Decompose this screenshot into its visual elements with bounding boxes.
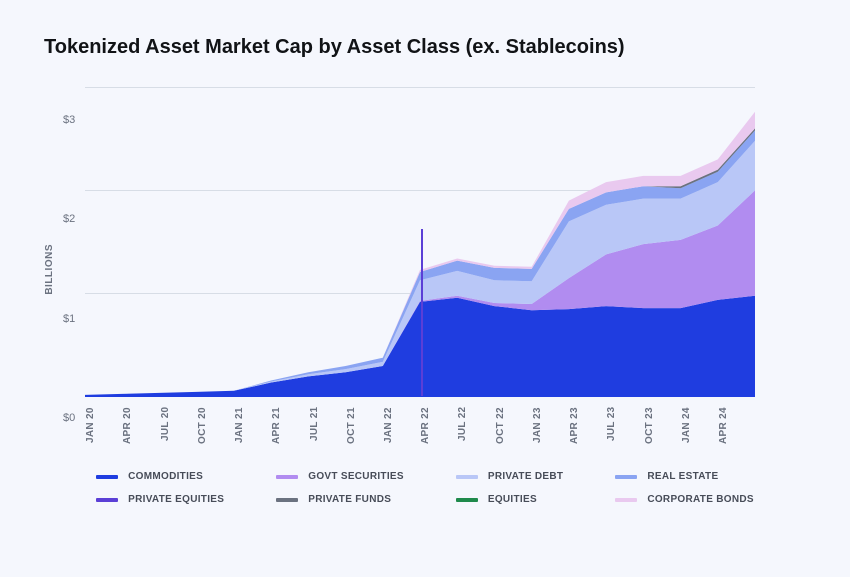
- x-tick: JAN 21: [234, 407, 271, 451]
- chart-area: BILLIONS $3 $2 $1 $0 JAN 20APR 20JUL 20O…: [44, 87, 806, 451]
- legend-label: EQUITIES: [488, 494, 537, 505]
- x-tick: APR 20: [122, 407, 159, 451]
- x-tick: JAN 22: [383, 407, 420, 451]
- legend-swatch: [276, 475, 298, 479]
- x-tick: JAN 24: [681, 407, 718, 451]
- x-tick: APR 21: [271, 407, 308, 451]
- x-tick: APR 23: [569, 407, 606, 451]
- y-axis-title: BILLIONS: [44, 244, 55, 295]
- x-tick: JAN 23: [532, 407, 569, 451]
- y-tick: $0: [63, 412, 75, 424]
- x-tick: JUL 20: [160, 407, 197, 451]
- x-tick: JUL 22: [457, 407, 494, 451]
- legend: COMMODITIES GOVT SECURITIES PRIVATE DEBT RE…: [96, 471, 754, 505]
- x-tick: JAN 20: [85, 407, 122, 451]
- x-tick: OCT 20: [197, 407, 234, 451]
- anomaly-spike: [421, 229, 423, 396]
- legend-label: COMMODITIES: [128, 471, 203, 482]
- chart-title: Tokenized Asset Market Cap by Asset Clas…: [44, 36, 806, 59]
- legend-item: PRIVATE DEBT: [456, 471, 563, 482]
- y-tick: $3: [63, 114, 75, 126]
- legend-swatch: [276, 498, 298, 502]
- x-tick: JUL 21: [309, 407, 346, 451]
- legend-item: CORPORATE BONDS: [615, 494, 754, 505]
- y-tick: $2: [63, 213, 75, 225]
- y-tick: $1: [63, 313, 75, 325]
- x-tick: OCT 22: [495, 407, 532, 451]
- legend-swatch: [96, 475, 118, 479]
- legend-swatch: [456, 475, 478, 479]
- x-tick: OCT 21: [346, 407, 383, 451]
- legend-item: EQUITIES: [456, 494, 563, 505]
- x-tick: APR 24: [718, 407, 755, 451]
- x-axis-ticks: JAN 20APR 20JUL 20OCT 20JAN 21APR 21JUL …: [85, 407, 755, 451]
- legend-swatch: [456, 498, 478, 502]
- legend-item: GOVT SECURITIES: [276, 471, 404, 482]
- plot: [85, 87, 755, 397]
- legend-item: REAL ESTATE: [615, 471, 754, 482]
- x-tick: JUL 23: [606, 407, 643, 451]
- legend-label: CORPORATE BONDS: [647, 494, 754, 505]
- legend-label: PRIVATE FUNDS: [308, 494, 391, 505]
- legend-swatch: [615, 475, 637, 479]
- legend-label: REAL ESTATE: [647, 471, 718, 482]
- legend-swatch: [615, 498, 637, 502]
- legend-label: PRIVATE EQUITIES: [128, 494, 224, 505]
- y-axis-ticks: $3 $2 $1 $0: [63, 114, 75, 424]
- x-tick: APR 22: [420, 407, 457, 451]
- legend-swatch: [96, 498, 118, 502]
- legend-label: GOVT SECURITIES: [308, 471, 404, 482]
- legend-item: COMMODITIES: [96, 471, 224, 482]
- x-tick: OCT 23: [644, 407, 681, 451]
- legend-item: PRIVATE FUNDS: [276, 494, 404, 505]
- legend-label: PRIVATE DEBT: [488, 471, 563, 482]
- legend-item: PRIVATE EQUITIES: [96, 494, 224, 505]
